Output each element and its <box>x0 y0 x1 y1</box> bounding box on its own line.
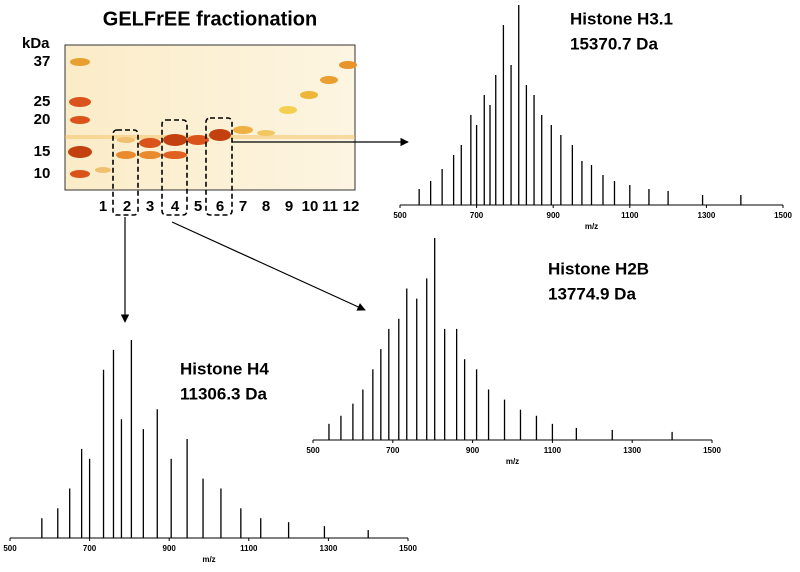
lane-highlight <box>112 117 233 216</box>
lane-label: 2 <box>123 198 131 215</box>
x-tick-label: 900 <box>547 211 561 220</box>
marker-label: 37 <box>34 53 51 70</box>
x-tick-label: 1300 <box>698 211 716 220</box>
arrow <box>120 137 409 323</box>
lane-label: 11 <box>322 198 338 215</box>
gel-unit: kDa <box>22 35 50 52</box>
x-tick-label: 900 <box>163 544 177 553</box>
x-tick-label: 1500 <box>703 446 721 455</box>
lane-label: 4 <box>171 198 180 215</box>
lane-label: 7 <box>239 198 247 215</box>
marker-label: 25 <box>34 93 51 110</box>
lane-label: 3 <box>146 198 154 215</box>
x-tick-label: 700 <box>83 544 97 553</box>
marker-label: 20 <box>34 111 51 128</box>
x-tick-label: 500 <box>306 446 320 455</box>
lane-label: 10 <box>302 198 319 215</box>
x-tick-label: 500 <box>393 211 407 220</box>
lane-label: 6 <box>216 198 224 215</box>
x-tick-label: 1100 <box>544 446 562 455</box>
x-tick-label: 1300 <box>320 544 338 553</box>
x-tick-label: 900 <box>466 446 480 455</box>
lane-label: 9 <box>285 198 293 215</box>
x-tick-label: 700 <box>386 446 400 455</box>
gel-image <box>64 44 357 191</box>
spectrum-subtitle: 15370.7 Da <box>570 34 658 53</box>
lane-label: 12 <box>343 198 360 215</box>
lane-label: 5 <box>194 198 202 215</box>
x-tick-label: 1100 <box>621 211 639 220</box>
x-tick-label: 1500 <box>399 544 417 553</box>
marker-label: 15 <box>34 143 51 160</box>
spectrum-subtitle: 11306.3 Da <box>180 384 268 403</box>
lane-label: 1 <box>99 198 107 215</box>
spectrum-title: Histone H4 <box>180 359 269 378</box>
x-axis-label: m/z <box>202 555 215 564</box>
marker-label: 10 <box>34 165 51 182</box>
x-tick-label: 1300 <box>623 446 641 455</box>
x-tick-label: 500 <box>3 544 17 553</box>
x-tick-label: 700 <box>470 211 484 220</box>
x-tick-label: 1100 <box>240 544 258 553</box>
spectrum-title: Histone H2B <box>548 259 649 278</box>
x-tick-label: 1500 <box>774 211 792 220</box>
x-axis-label: m/z <box>585 222 598 231</box>
spectrum-subtitle: 13774.9 Da <box>548 284 636 303</box>
spectrum-title: Histone H3.1 <box>570 9 673 28</box>
lane-label: 8 <box>262 198 270 215</box>
gel-title: GELFrEE fractionation <box>103 8 317 30</box>
x-axis-label: m/z <box>506 457 519 466</box>
